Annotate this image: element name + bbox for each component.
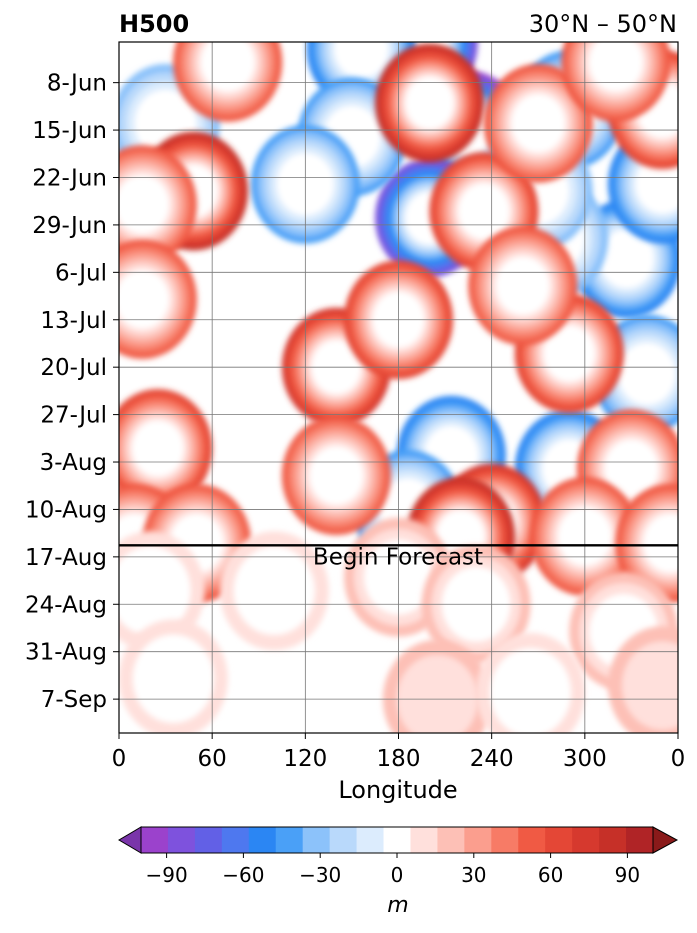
colorbar-tick-label: 30: [461, 863, 486, 887]
anomaly-contour: [309, 446, 363, 505]
chart-title-left: H500: [119, 10, 189, 38]
anomaly-contour: [334, 19, 388, 78]
anomaly-blob: [173, 3, 282, 122]
colorbar-segment: [195, 827, 222, 853]
colorbar-segment: [141, 827, 168, 853]
colorbar-segment: [384, 827, 411, 853]
anomaly-contour: [496, 256, 550, 315]
x-tick-label: 0: [112, 746, 127, 772]
colorbar-segment: [599, 827, 626, 853]
colorbar-tick-label: 60: [538, 863, 563, 887]
colorbar-segment: [410, 827, 437, 853]
colorbar-segment: [276, 827, 303, 853]
y-tick-label: 22-Jun: [32, 165, 107, 191]
colorbar-tick-label: −90: [145, 863, 187, 887]
colorbar-segment: [249, 827, 276, 853]
y-tick-label: 15-Jun: [32, 118, 107, 144]
anomaly-contour: [234, 547, 315, 635]
x-tick-label: 180: [377, 746, 421, 772]
colorbar-segment: [545, 827, 572, 853]
x-axis-label: Longitude: [338, 776, 457, 804]
y-tick-label: 24-Aug: [25, 592, 107, 618]
y-tick-label: 27-Jul: [40, 403, 107, 429]
anomaly-blob: [375, 44, 484, 163]
forecast-label: Begin Forecast: [313, 544, 483, 570]
anomaly-contour: [132, 420, 184, 476]
x-tick-label: 300: [563, 746, 607, 772]
colorbar-segment: [168, 827, 195, 853]
colorbar-tick-label: 0: [391, 863, 404, 887]
y-tick-label: 3-Aug: [40, 450, 107, 476]
anomaly-blob: [88, 240, 197, 359]
anomaly-blob: [468, 226, 577, 345]
colorbar-segment: [330, 827, 357, 853]
anomaly-blob: [476, 633, 585, 752]
colorbar-under-arrow: [119, 827, 141, 853]
x-tick-label: 240: [470, 746, 514, 772]
colorbar: −90 −60 −30 0 30 60 90: [119, 827, 677, 887]
anomaly-blob: [119, 619, 228, 738]
y-axis: 8-Jun 15-Jun 22-Jun 29-Jun 6-Jul 13-Jul 20-Jul…: [25, 71, 119, 713]
colorbar-segment: [626, 827, 653, 853]
colorbar-segment: [222, 827, 249, 853]
y-tick-label: 20-Jul: [40, 355, 107, 381]
x-tick-label: 120: [283, 746, 327, 772]
anomaly-contour: [643, 514, 697, 573]
anomaly-contour: [618, 343, 675, 405]
x-tick-label: 0: [671, 746, 686, 772]
colorbar-segment: [437, 827, 464, 853]
colorbar-tick-label: −60: [222, 863, 264, 887]
colorbar-segment: [572, 827, 599, 853]
x-axis: 0 60 120 180 240 300 0: [112, 733, 686, 772]
anomaly-contour: [511, 94, 565, 153]
y-tick-label: 10-Aug: [25, 497, 107, 523]
anomaly-contour: [490, 648, 571, 736]
anomaly-contour: [405, 77, 453, 130]
y-tick-label: 8-Jun: [47, 71, 107, 97]
colorbar-tick-label: 90: [615, 863, 640, 887]
colorbar-tick-label: −30: [299, 863, 341, 887]
y-tick-label: 13-Jul: [40, 308, 107, 334]
y-tick-label: 31-Aug: [25, 640, 107, 666]
anomaly-blob: [282, 416, 391, 535]
colorbar-segment: [464, 827, 491, 853]
x-tick-label: 60: [198, 746, 227, 772]
colorbar-segment: [491, 827, 518, 853]
y-tick-label: 6-Jul: [55, 260, 107, 286]
y-tick-label: 17-Aug: [25, 545, 107, 571]
y-tick-label: 29-Jun: [32, 213, 107, 239]
y-tick-label: 7-Sep: [41, 687, 107, 713]
colorbar-label: m: [387, 893, 408, 918]
colorbar-segment: [518, 827, 545, 853]
colorbar-segment: [303, 827, 330, 853]
anomaly-contour: [133, 635, 214, 723]
colorbar-segment: [357, 827, 384, 853]
colorbar-over-arrow: [653, 827, 677, 853]
chart-title-right: 30°N – 50°N: [529, 10, 677, 38]
